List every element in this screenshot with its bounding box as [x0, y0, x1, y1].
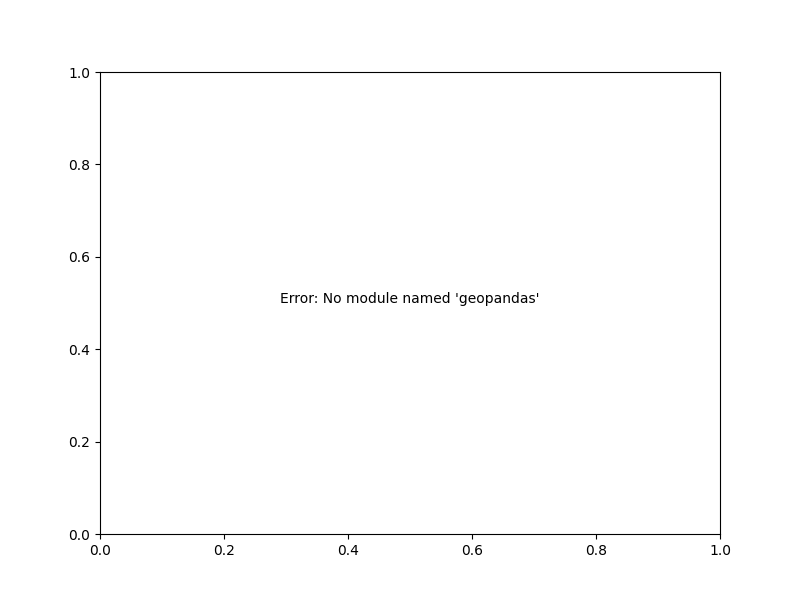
Text: Error: No module named 'geopandas': Error: No module named 'geopandas' [280, 292, 540, 306]
